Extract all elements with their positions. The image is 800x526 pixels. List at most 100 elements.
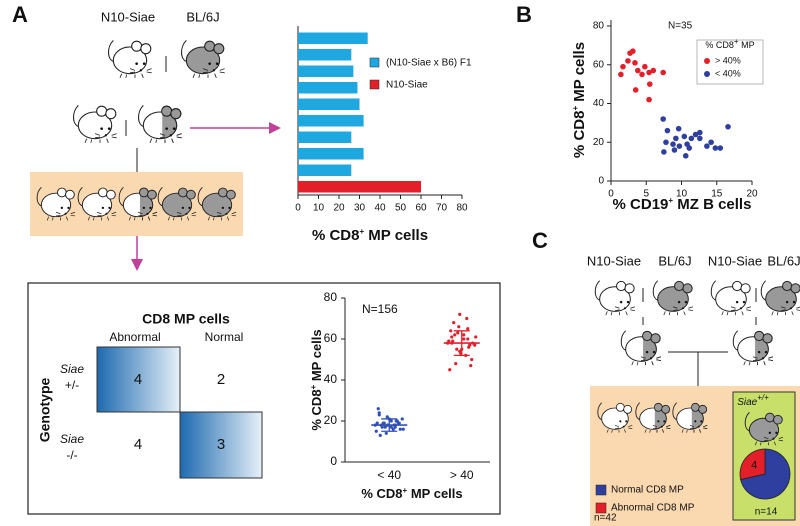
- row-label: +/-: [65, 378, 79, 392]
- point: [620, 63, 626, 70]
- point: [456, 331, 460, 335]
- table: CD8 MP cells Abnormal Normal Genotype Si…: [37, 311, 263, 479]
- point: [457, 325, 461, 329]
- x-tick-label: 20: [333, 203, 345, 214]
- point: [650, 67, 657, 74]
- point: [455, 347, 459, 351]
- annotation: N=35: [668, 21, 693, 32]
- cell: 2: [217, 371, 225, 388]
- point: [376, 407, 380, 411]
- point: [642, 63, 648, 70]
- row-label: Siae: [60, 432, 84, 446]
- point: [462, 333, 466, 337]
- point: [375, 421, 379, 425]
- point: [381, 421, 385, 425]
- inset-title: Siae+/+: [737, 393, 769, 408]
- point: [632, 87, 639, 93]
- point: [639, 71, 645, 78]
- y-tick-label: 80: [324, 290, 338, 304]
- inset-n: n=14: [755, 507, 778, 518]
- legend-title: MP: [739, 40, 755, 50]
- panel-label: C: [532, 228, 548, 253]
- bar: [298, 164, 352, 176]
- x-axis-label: +: [359, 227, 364, 236]
- x-tick-label: 70: [436, 203, 448, 214]
- point: [661, 149, 667, 155]
- point: [673, 135, 679, 142]
- panel-label: A: [12, 2, 28, 27]
- point: [660, 69, 666, 76]
- legend-label: > 40%: [715, 55, 741, 65]
- y-axis-label: % CD8: [571, 111, 588, 159]
- x-tick-label: 20: [746, 189, 758, 200]
- y-tick-label: 40: [324, 372, 338, 386]
- x-tick-label: 40: [374, 203, 386, 214]
- x-axis-label: % CD19: [613, 196, 669, 213]
- point: [468, 343, 472, 347]
- y-axis-label: MP cells: [571, 42, 588, 106]
- x-axis-label: % CD8+ MP cells: [361, 486, 462, 502]
- point: [458, 312, 462, 316]
- point: [632, 60, 638, 66]
- x-axis-label: % CD8: [361, 486, 402, 501]
- bar: [298, 49, 352, 61]
- y-tick-label: 80: [593, 21, 605, 32]
- x-axis-label: % CD8: [312, 227, 360, 244]
- point: [378, 433, 382, 437]
- bar: [298, 148, 364, 160]
- strain-label: N10-Siae: [101, 9, 155, 24]
- y-tick-label: 0: [598, 176, 604, 187]
- point: [384, 431, 388, 435]
- legend-label: (N10-Siae x B6) F1: [386, 58, 472, 69]
- point: [676, 143, 683, 149]
- row-label: -/-: [66, 448, 77, 462]
- x-tick-label: 0: [608, 189, 614, 200]
- point: [474, 335, 478, 339]
- x-tick-label: > 40: [450, 468, 474, 482]
- y-axis-label: % CD8+ MP cells: [571, 42, 588, 158]
- legend-swatch: [595, 484, 607, 496]
- point: [671, 147, 678, 153]
- legend-swatch: [595, 502, 607, 514]
- point: [383, 425, 387, 429]
- y-tick-label: 20: [593, 137, 605, 148]
- strain-label: N10-Siae: [708, 253, 762, 268]
- point: [646, 69, 652, 76]
- bar: [298, 115, 364, 127]
- data-label: 4: [751, 459, 757, 471]
- legend-label: Normal CD8 MP: [611, 485, 684, 496]
- bar: [298, 131, 352, 143]
- point: [447, 339, 451, 343]
- strain-label: BL/6J: [658, 253, 691, 268]
- point: [452, 321, 456, 325]
- table-title: CD8 MP cells: [142, 311, 230, 327]
- point: [393, 425, 397, 429]
- point: [396, 421, 400, 425]
- x-tick-label: 30: [354, 203, 366, 214]
- point: [385, 415, 389, 419]
- x-tick-label: 5: [643, 189, 649, 200]
- pie-slice: [739, 448, 766, 481]
- legend-swatch: [369, 79, 380, 90]
- box: [27, 282, 501, 515]
- legend-label: < 40%: [715, 68, 741, 78]
- point: [450, 335, 454, 339]
- point: [625, 58, 631, 64]
- point: [704, 143, 710, 149]
- x-axis-label: +: [403, 486, 408, 495]
- y-tick-label: 20: [324, 413, 338, 427]
- row-header: Genotype: [37, 378, 53, 443]
- point: [466, 337, 470, 341]
- n-total: n=42: [594, 513, 617, 524]
- point: [473, 343, 477, 347]
- point: [697, 129, 703, 136]
- legend-label: Abnormal CD8 MP: [611, 503, 695, 514]
- x-tick-label: 10: [676, 189, 688, 200]
- point: [660, 116, 666, 122]
- point: [675, 125, 682, 132]
- cell: 4: [134, 436, 142, 453]
- point: [634, 67, 641, 74]
- x-axis-label: % CD8+ MP cells: [312, 227, 428, 244]
- point: [663, 139, 669, 146]
- point: [377, 413, 381, 417]
